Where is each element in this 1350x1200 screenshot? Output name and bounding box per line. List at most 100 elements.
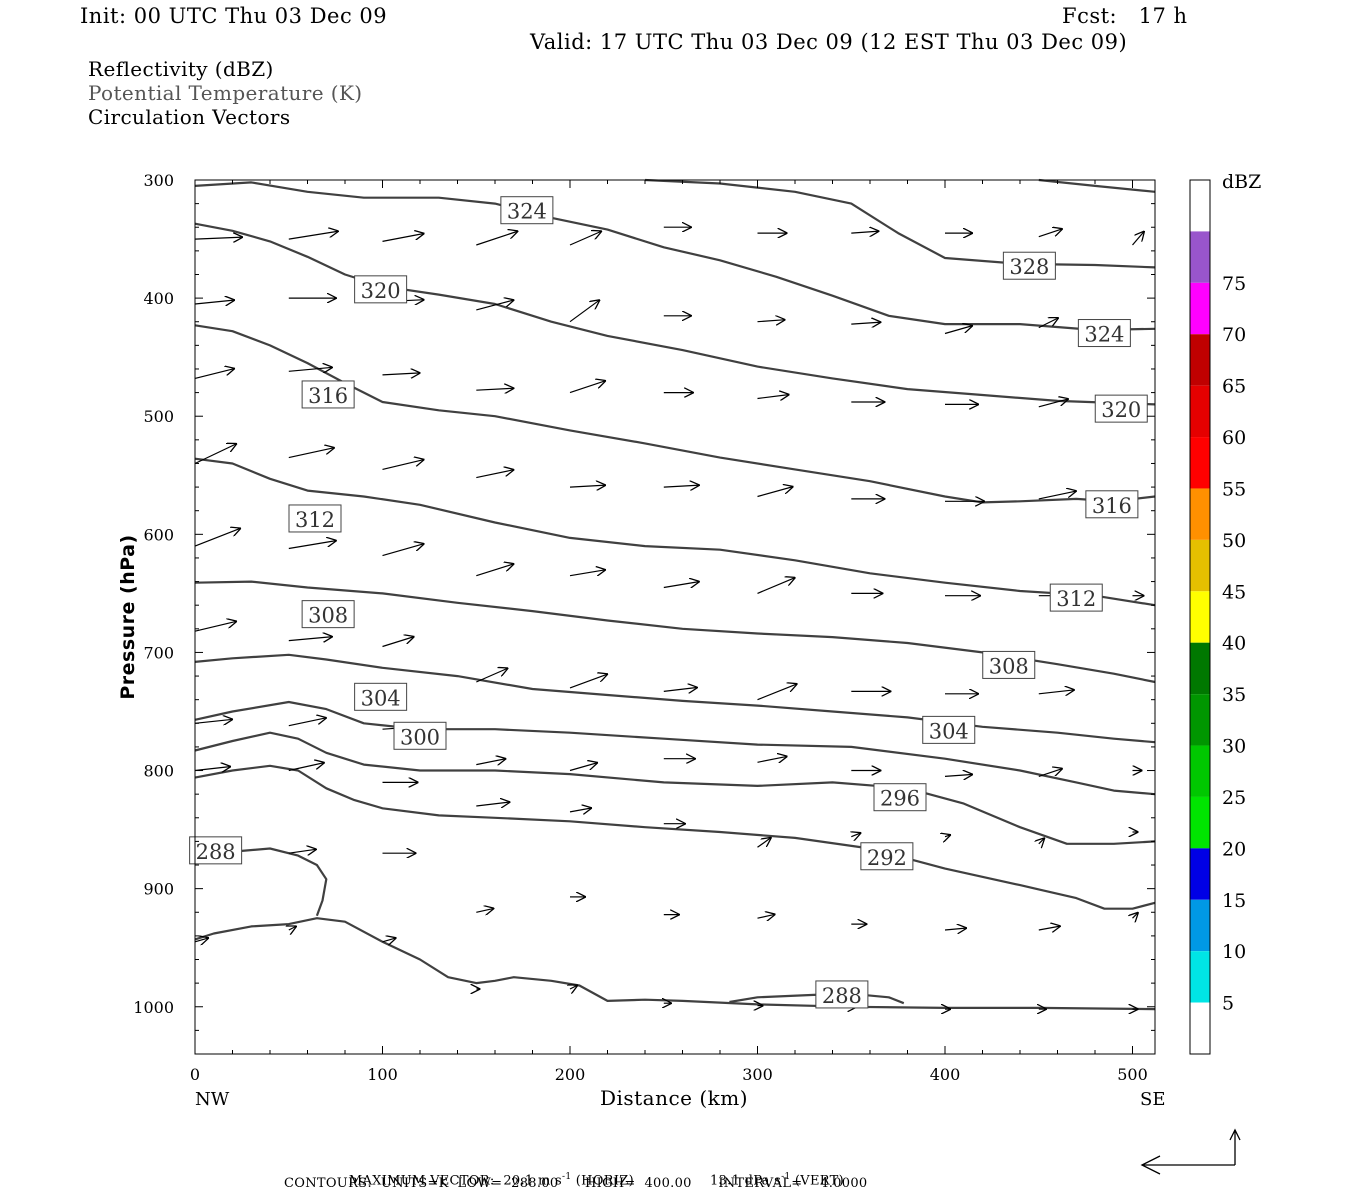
circulation-vector: [288, 763, 325, 772]
circulation-vector: [194, 444, 237, 465]
circulation-vector: [476, 908, 494, 912]
contour-label-box: [301, 380, 355, 409]
contour-label: 316: [1092, 494, 1132, 518]
contour-label: 320: [1101, 398, 1141, 422]
circulation-vector: [194, 938, 209, 942]
colorbar-band: [1190, 539, 1210, 592]
contour-label-box: [1094, 394, 1148, 423]
y-tick-label: 800: [143, 762, 174, 781]
circulation-vector: [476, 668, 508, 683]
contour-label-box: [354, 275, 408, 304]
colorbar-frame: [1189, 179, 1211, 1055]
circulation-vector: [382, 938, 397, 942]
contour-label: 312: [295, 508, 335, 532]
circulation-vector: [1039, 838, 1045, 844]
colorbar-band: [1190, 282, 1210, 335]
circulation-vector: [288, 849, 317, 853]
circulation-vector: [288, 448, 335, 459]
y-tick-label: 400: [143, 289, 174, 308]
circulation-vector: [757, 577, 796, 594]
circulation-vector: [944, 326, 973, 335]
colorbar-band: [1190, 231, 1210, 283]
circulation-vector: [194, 237, 243, 239]
circulation-vector: [944, 774, 973, 776]
circulation-vector: [288, 718, 327, 727]
x-tick-label: 500: [1117, 1065, 1148, 1084]
circulation-vector: [569, 381, 606, 394]
x-tick-label: 200: [555, 1065, 586, 1084]
contour-label: 304: [361, 686, 401, 710]
x-tick-label: 100: [367, 1065, 398, 1084]
isentrope-304: [194, 653, 1156, 744]
contour-label: 304: [929, 719, 969, 743]
colorbar-level-label: 75: [1222, 273, 1246, 295]
circulation-vector: [663, 485, 700, 487]
circulation-vector: [476, 564, 514, 577]
isentrope-328: [1038, 178, 1156, 193]
circulation-vector: [288, 367, 333, 371]
colorbar-band: [1190, 437, 1210, 489]
colorbar-band: [1190, 848, 1210, 900]
max-vector-note: MAXIMUM VECTOR: 20.1 m s-1 (HORIZ) 13.1 d…: [348, 1172, 844, 1189]
y-tick-label: 500: [143, 407, 174, 426]
colorbar-band: [1190, 694, 1210, 746]
contour-label-box: [1077, 319, 1131, 348]
colorbar-band: [1190, 745, 1210, 797]
contour-label-box: [393, 721, 447, 750]
circulation-vector: [569, 674, 608, 689]
field-reflectivity: Reflectivity (dBZ): [88, 57, 274, 81]
colorbar-band: [1190, 180, 1210, 232]
circulation-vector: [476, 802, 510, 806]
contour-label-box: [1002, 251, 1056, 280]
circulation-vector: [288, 637, 333, 641]
colorbar: dBZ 5 10 15 20 25 30 35 40 45 50 55 60 65 70 75: [1189, 171, 1261, 1055]
circulation-vector: [194, 368, 235, 379]
colorbar-level-label: 70: [1222, 324, 1246, 346]
contour-label-box: [500, 196, 554, 225]
circulation-vector: [757, 914, 776, 918]
circulation-vectors: [194, 227, 1145, 1009]
colorbar-band: [1190, 899, 1210, 952]
y-tick-label: 900: [143, 880, 174, 899]
circulation-vector: [569, 763, 598, 772]
plot-frame: [194, 179, 1156, 1055]
circulation-vector: [194, 621, 237, 632]
circulation-vector: [757, 320, 786, 322]
circulation-vector: [663, 687, 698, 691]
contour-label: 316: [308, 384, 348, 408]
contour-label: 296: [880, 787, 920, 811]
colorbar-band: [1190, 334, 1210, 386]
circulation-vector: [476, 388, 514, 390]
y-axis-title: Pressure (hPa): [117, 534, 139, 699]
circulation-vector: [194, 767, 231, 771]
colorbar-level-label: 65: [1222, 376, 1246, 398]
circulation-vector: [945, 835, 951, 837]
x-right-end-label: SE: [1140, 1089, 1165, 1110]
circulation-vector: [569, 570, 606, 577]
circulation-vector: [569, 485, 606, 487]
colorbar-level-label: 25: [1222, 787, 1246, 809]
colorbar-band: [1190, 1002, 1210, 1054]
circulation-vector: [476, 231, 518, 246]
y-tick-label: 600: [143, 525, 174, 544]
field-potential-temperature: Potential Temperature (K): [88, 81, 363, 105]
contour-label-box: [860, 842, 914, 871]
x-tick-label: 400: [930, 1065, 961, 1084]
circulation-vector: [194, 719, 233, 723]
colorbar-band: [1190, 385, 1210, 438]
circulation-vector: [569, 808, 592, 812]
contour-info: CONTOURS: UNITS=K LOW= 288.00 HIGH= 400.…: [284, 1176, 868, 1191]
circulation-vector: [1038, 690, 1075, 694]
circulation-vector: [1038, 399, 1069, 408]
circulation-vector: [851, 833, 861, 837]
circulation-vector: [1038, 318, 1059, 329]
colorbar-level-label: 40: [1222, 633, 1246, 655]
y-tick-label: 700: [143, 643, 174, 662]
contour-label-box: [982, 650, 1036, 679]
colorbar-level-label: 10: [1222, 941, 1246, 963]
colorbar-level-label: 20: [1222, 838, 1246, 860]
circulation-vector: [476, 759, 506, 765]
colorbar-level-label: 55: [1222, 478, 1246, 500]
isentrope-296: [194, 731, 1156, 845]
isentrope-316: [194, 324, 1156, 504]
